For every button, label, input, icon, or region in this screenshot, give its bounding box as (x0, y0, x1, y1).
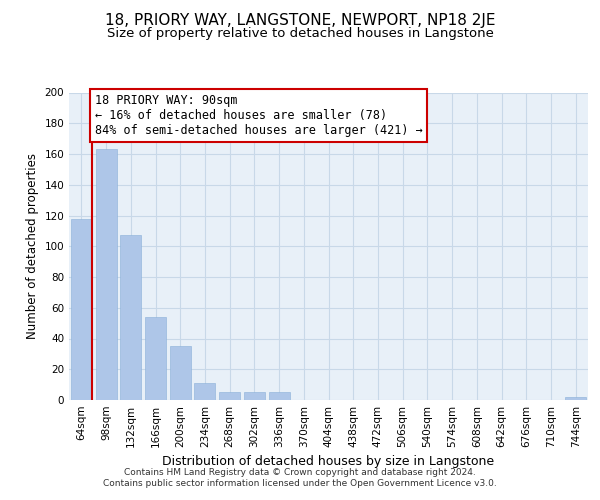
Bar (269, 392, 290, 400)
Bar (145, 317, 166, 400)
Bar (71, 218, 92, 400)
Text: Size of property relative to detached houses in Langstone: Size of property relative to detached ho… (107, 28, 493, 40)
Bar (95, 150, 116, 400)
Bar (565, 397, 586, 400)
Bar (170, 346, 191, 400)
Y-axis label: Number of detached properties: Number of detached properties (26, 153, 39, 339)
Bar (219, 392, 240, 400)
Text: 18, PRIORY WAY, LANGSTONE, NEWPORT, NP18 2JE: 18, PRIORY WAY, LANGSTONE, NEWPORT, NP18… (105, 12, 495, 28)
X-axis label: Distribution of detached houses by size in Langstone: Distribution of detached houses by size … (163, 456, 494, 468)
Text: 18 PRIORY WAY: 90sqm
← 16% of detached houses are smaller (78)
84% of semi-detac: 18 PRIORY WAY: 90sqm ← 16% of detached h… (95, 94, 422, 137)
Text: Contains HM Land Registry data © Crown copyright and database right 2024.
Contai: Contains HM Land Registry data © Crown c… (103, 468, 497, 487)
Bar (120, 236, 141, 400)
Bar (194, 383, 215, 400)
Bar (244, 392, 265, 400)
